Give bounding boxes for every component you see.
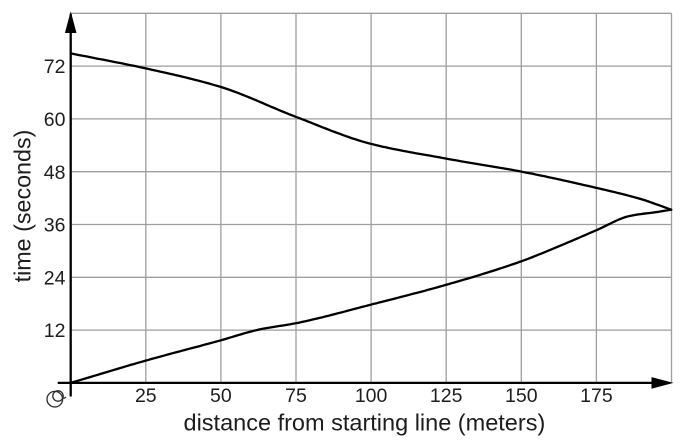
svg-text:150: 150 [505, 385, 538, 407]
svg-text:175: 175 [580, 385, 613, 407]
svg-text:72: 72 [44, 56, 66, 78]
svg-text:time (seconds): time (seconds) [10, 130, 36, 283]
svg-text:75: 75 [285, 385, 307, 407]
svg-text:12: 12 [44, 320, 66, 342]
svg-text:60: 60 [44, 109, 66, 131]
svg-text:24: 24 [44, 267, 66, 289]
svg-text:100: 100 [355, 385, 388, 407]
svg-text:125: 125 [430, 385, 463, 407]
svg-text:36: 36 [44, 215, 66, 237]
svg-text:25: 25 [135, 385, 157, 407]
svg-text:50: 50 [210, 385, 232, 407]
svg-text:48: 48 [44, 162, 66, 184]
svg-text:distance from starting line (m: distance from starting line (meters) [184, 409, 546, 435]
